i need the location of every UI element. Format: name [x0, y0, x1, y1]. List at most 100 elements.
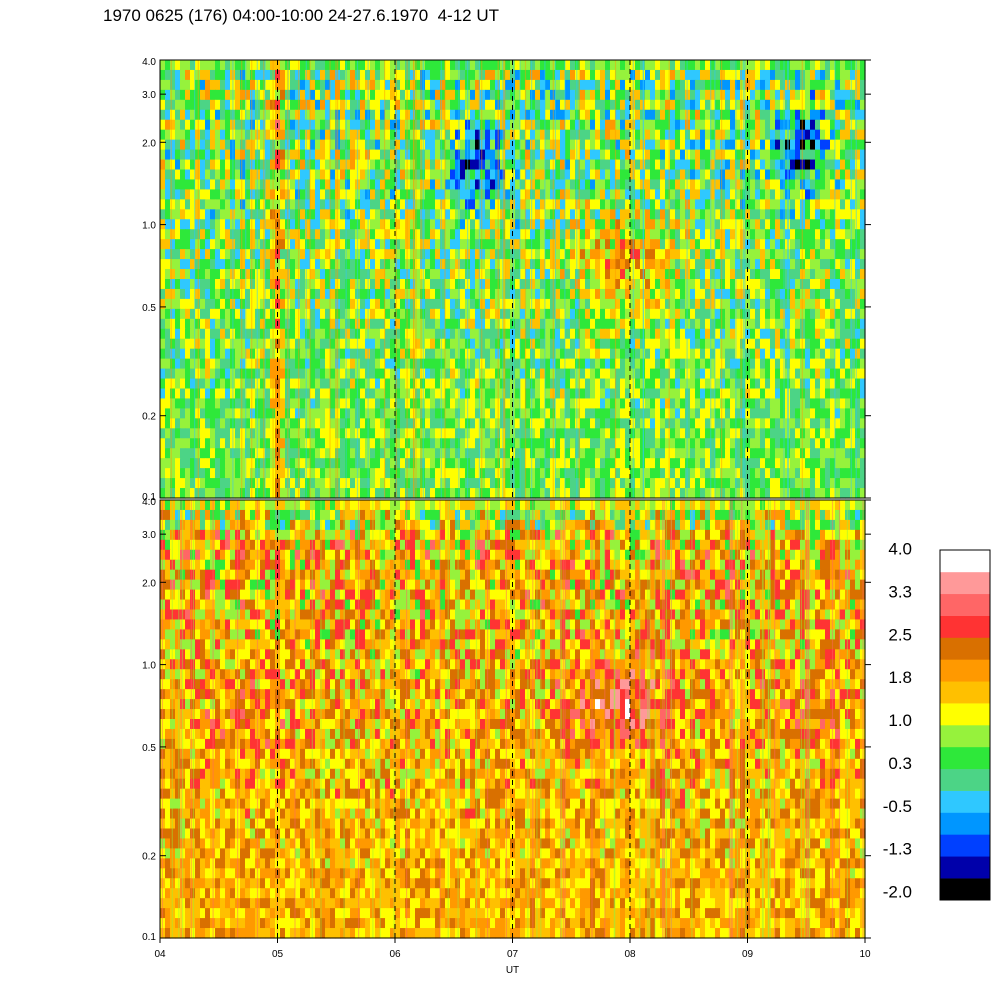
spectrogram-cell: [235, 170, 241, 181]
spectrogram-cell: [565, 189, 571, 200]
spectrogram-cell: [790, 289, 796, 300]
spectrogram-cell: [505, 100, 511, 111]
spectrogram-cell: [410, 299, 416, 310]
spectrogram-cell: [520, 80, 526, 91]
spectrogram-cell: [645, 130, 651, 141]
spectrogram-cell: [185, 319, 191, 330]
spectrogram-cell: [685, 299, 691, 310]
spectrogram-cell: [480, 110, 486, 121]
spectrogram-cell: [320, 60, 326, 71]
spectrogram-cell: [600, 319, 606, 330]
spectrogram-cell: [635, 269, 641, 280]
spectrogram-cell: [675, 80, 681, 91]
spectrogram-cell: [460, 150, 466, 161]
spectrogram-cell: [300, 259, 306, 270]
spectrogram-cell: [445, 170, 451, 181]
spectrogram-cell: [300, 239, 306, 250]
spectrogram-cell: [370, 389, 376, 400]
spectrogram-cell: [360, 80, 366, 91]
spectrogram-cell: [450, 398, 456, 409]
spectrogram-cell: [705, 130, 711, 141]
spectrogram-cell: [645, 269, 651, 280]
spectrogram-cell: [720, 279, 726, 290]
spectrogram-cell: [330, 219, 336, 230]
spectrogram-cell: [535, 130, 541, 141]
spectrogram-cell: [650, 389, 656, 400]
spectrogram-cell: [375, 289, 381, 300]
spectrogram-cell: [825, 299, 831, 310]
spectrogram-cell: [760, 319, 766, 330]
spectrogram-cell: [760, 289, 766, 300]
spectrogram-cell: [605, 70, 611, 81]
spectrogram-cell: [160, 279, 166, 290]
spectrogram-cell: [690, 249, 696, 260]
spectrogram-cell: [760, 199, 766, 210]
spectrogram-cell: [375, 100, 381, 111]
spectrogram-cell: [645, 170, 651, 181]
spectrogram-cell: [680, 219, 686, 230]
spectrogram-cell: [730, 170, 736, 181]
spectrogram-cell: [225, 309, 231, 320]
spectrogram-cell: [280, 339, 286, 350]
spectrogram-cell: [760, 398, 766, 409]
spectrogram-cell: [505, 289, 511, 300]
spectrogram-cell: [330, 398, 336, 409]
spectrogram-cell: [520, 369, 526, 380]
spectrogram-cell: [400, 209, 406, 220]
spectrogram-cell: [600, 349, 606, 360]
spectrogram-cell: [720, 319, 726, 330]
spectrogram-cell: [705, 309, 711, 320]
spectrogram-cell: [505, 209, 511, 220]
spectrogram-cell: [645, 289, 651, 300]
spectrogram-cell: [715, 150, 721, 161]
spectrogram-cell: [760, 389, 766, 400]
spectrogram-cell: [835, 398, 841, 409]
spectrogram-cell: [430, 408, 436, 419]
spectrogram-cell: [450, 349, 456, 360]
spectrogram-cell: [505, 309, 511, 320]
spectrogram-cell: [470, 379, 476, 390]
spectrogram-cell: [635, 239, 641, 250]
spectrogram-cell: [650, 398, 656, 409]
spectrogram-cell: [470, 279, 476, 290]
spectrogram-cell: [620, 189, 626, 200]
spectrogram-cell: [220, 170, 226, 181]
spectrogram-cell: [530, 269, 536, 280]
spectrogram-cell: [845, 289, 851, 300]
spectrogram-cell: [760, 239, 766, 250]
spectrogram-cell: [825, 379, 831, 390]
spectrogram-cell: [225, 408, 231, 419]
spectrogram-cell: [720, 329, 726, 340]
spectrogram-cell: [445, 189, 451, 200]
spectrogram-cell: [600, 389, 606, 400]
spectrogram-cell: [645, 100, 651, 111]
spectrogram-cell: [215, 269, 221, 280]
spectrogram-cell: [620, 229, 626, 240]
spectrogram-cell: [210, 299, 216, 310]
spectrogram-cell: [765, 398, 771, 409]
spectrogram-cell: [505, 249, 511, 260]
spectrogram-cell: [505, 120, 511, 131]
spectrogram-cell: [410, 339, 416, 350]
spectrogram-cell: [755, 369, 761, 380]
spectrogram-cell: [530, 398, 536, 409]
spectrogram-cell: [210, 249, 216, 260]
spectrogram-cell: [715, 369, 721, 380]
spectrogram-cell: [535, 189, 541, 200]
spectrogram-cell: [595, 209, 601, 220]
spectrogram-cell: [400, 359, 406, 370]
spectrogram-cell: [595, 100, 601, 111]
spectrogram-cell: [385, 120, 391, 131]
spectrogram-cell: [845, 329, 851, 340]
spectrogram-cell: [545, 249, 551, 260]
spectrogram-cell: [660, 359, 666, 370]
spectrogram-cell: [445, 60, 451, 71]
spectrogram-cell: [690, 90, 696, 101]
spectrogram-cell: [210, 189, 216, 200]
spectrogram-cell: [690, 160, 696, 171]
spectrogram-cell: [385, 60, 391, 71]
spectrogram-cell: [470, 130, 476, 141]
spectrogram-cell: [795, 279, 801, 290]
spectrogram-cell: [530, 70, 536, 81]
spectrogram-cell: [175, 90, 181, 101]
